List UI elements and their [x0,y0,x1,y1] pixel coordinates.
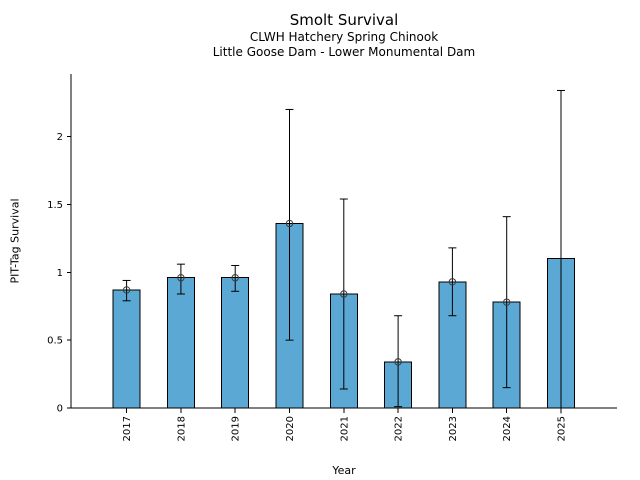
point-marker-2023 [448,278,457,286]
chart-subtitle-line1: CLWH Hatchery Spring Chinook [249,30,439,44]
point-marker-2021 [340,290,348,298]
x-tick-label-2019: 2019 [231,416,242,441]
chart-subtitle-line2: Little Goose Dam - Lower Monumental Dam [212,45,476,59]
bar-2018 [166,277,195,409]
point-marker-2022 [394,358,402,366]
point-marker-2024 [503,298,511,306]
x-tick-label-2025: 2025 [557,416,568,441]
point-marker-2019 [231,274,239,282]
y-tick-label-1: 1 [57,268,63,279]
point-marker-2018 [177,274,185,282]
x-tick-label-2021: 2021 [339,416,350,441]
point-marker-2020 [285,219,294,228]
y-tick-label-0.5: 0.5 [47,336,63,347]
point-marker-2017 [122,286,131,294]
bar-2019 [221,277,250,409]
x-tick-label-2023: 2023 [448,416,459,441]
bar-2017 [112,289,141,409]
x-tick-label-2017: 2017 [122,416,133,441]
y-tick-label-0: 0 [57,404,63,415]
x-axis-label: Year [332,464,356,477]
x-tick-label-2022: 2022 [394,416,405,441]
x-tick-label-2020: 2020 [285,416,296,441]
chart-title: Smolt Survival [289,11,399,29]
y-tick-label-2: 2 [57,132,63,143]
y-tick-label-1.5: 1.5 [47,200,63,211]
x-tick-label-2018: 2018 [176,416,187,441]
x-tick-label-2024: 2024 [502,416,513,441]
